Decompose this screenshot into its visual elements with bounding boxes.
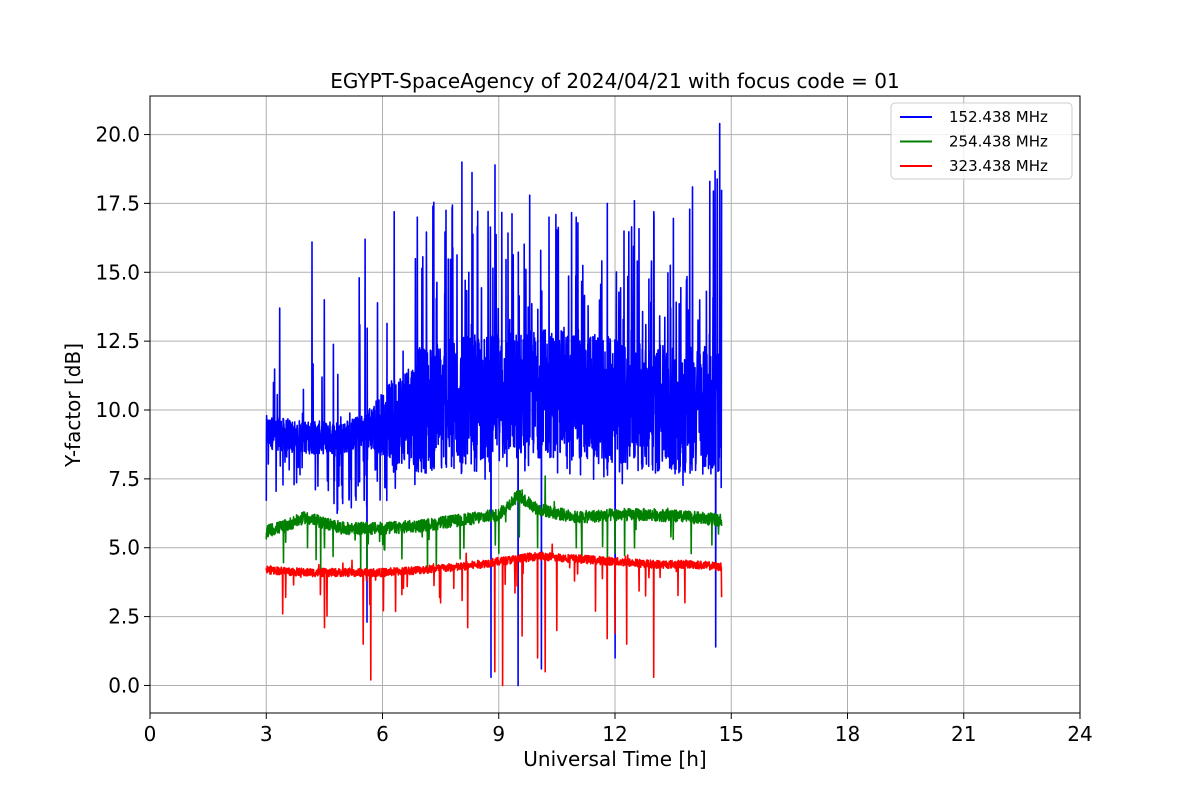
legend: 152.438 MHz 254.438 MHz 323.438 MHz: [890, 102, 1073, 180]
x-tick-label: 15: [719, 722, 744, 746]
x-tick-label: 6: [376, 722, 389, 746]
legend-box: [890, 102, 1073, 180]
x-tick-label: 0: [144, 722, 157, 746]
y-tick-label: 12.5: [95, 329, 140, 353]
chart-title: EGYPT-SpaceAgency of 2024/04/21 with foc…: [330, 69, 899, 93]
x-axis-title: Universal Time [h]: [523, 747, 706, 771]
x-tick-label: 9: [492, 722, 505, 746]
x-tick-label: 24: [1067, 722, 1092, 746]
y-axis-ticks: 0.0 2.5 5.0 7.5 10.0 12.5 15.0 17.5 20.0: [95, 123, 150, 697]
y-tick-label: 15.0: [95, 260, 140, 284]
y-tick-label: 7.5: [108, 467, 140, 491]
y-axis-title: Y-factor [dB]: [61, 343, 85, 468]
y-tick-label: 17.5: [95, 191, 140, 215]
legend-label-3: 323.438 MHz: [949, 157, 1048, 175]
x-tick-label: 21: [951, 722, 976, 746]
legend-label-1: 152.438 MHz: [949, 108, 1048, 126]
x-tick-label: 12: [602, 722, 627, 746]
y-tick-label: 0.0: [108, 673, 140, 697]
series-line-2: [265, 475, 723, 577]
x-tick-label: 3: [260, 722, 273, 746]
x-tick-label: 18: [835, 722, 860, 746]
y-tick-label: 20.0: [95, 123, 140, 147]
y-tick-label: 5.0: [108, 536, 140, 560]
y-tick-label: 2.5: [108, 605, 140, 629]
series-line-3: [265, 543, 723, 687]
legend-label-2: 254.438 MHz: [949, 133, 1048, 151]
series-layer: [265, 122, 723, 687]
y-tick-label: 10.0: [95, 398, 140, 422]
series-line-1: [265, 122, 723, 687]
x-axis-ticks: 0 3 6 9 12 15 18 21 24: [144, 713, 1093, 746]
